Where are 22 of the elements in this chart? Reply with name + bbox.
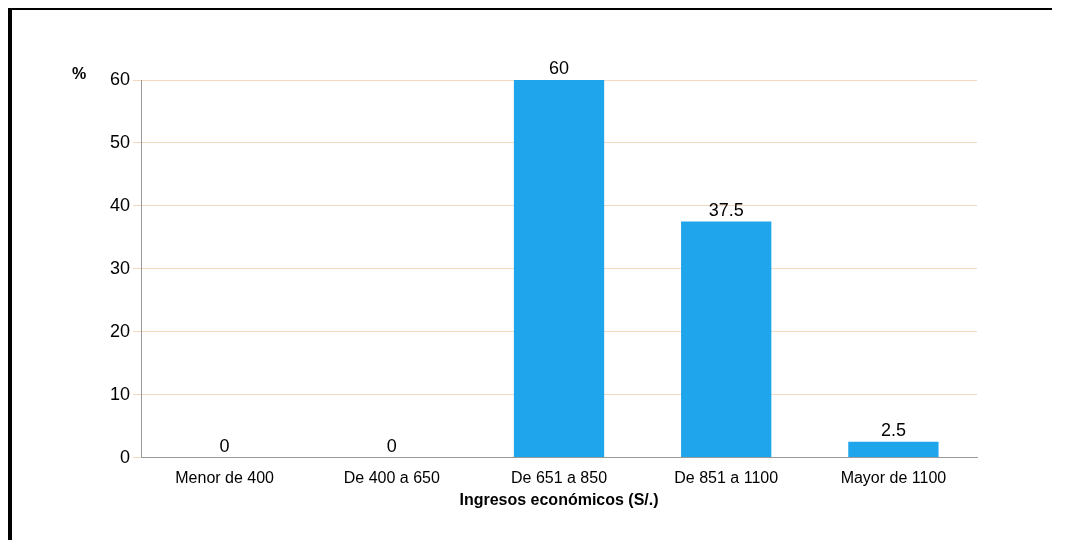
data-label: 60	[549, 57, 570, 78]
y-tick-label: 20	[109, 320, 131, 341]
y-tick-label: 40	[109, 194, 131, 215]
bar	[513, 80, 605, 458]
data-label: 2.5	[880, 419, 906, 440]
x-tick-label: Mayor de 1100	[840, 468, 947, 486]
y-tick-label: 10	[109, 383, 131, 404]
y-tick-label: 60	[109, 68, 131, 89]
x-tick-label: De 851 a 1100	[674, 468, 779, 486]
y-axis-title: %	[72, 65, 87, 83]
x-tick-label: Menor de 400	[175, 468, 275, 486]
bar	[848, 441, 939, 458]
data-label: 0	[219, 435, 230, 456]
x-tick-label: De 651 a 850	[510, 468, 608, 486]
y-tick-label: 50	[109, 131, 131, 152]
x-tick-label: De 400 a 650	[343, 468, 440, 486]
y-tick-label: 30	[109, 257, 131, 278]
bar	[681, 221, 772, 458]
x-axis-title: Ingresos económicos (S/.)	[459, 490, 659, 508]
data-label: 37.5	[708, 199, 744, 220]
data-label: 0	[386, 435, 397, 456]
y-tick-label: 0	[120, 446, 131, 467]
